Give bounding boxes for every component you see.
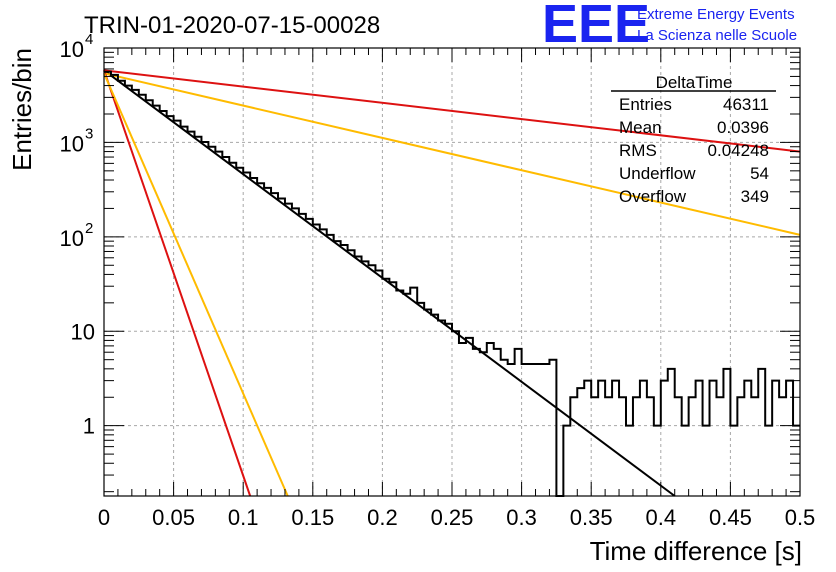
stats-label: Entries xyxy=(619,95,672,114)
y-tick-label: 10 xyxy=(71,319,95,344)
fit-curve-3 xyxy=(103,70,252,497)
x-tick-label: 0.5 xyxy=(785,505,816,530)
fit-curves xyxy=(103,69,801,497)
y-tick-exponent: 4 xyxy=(85,31,93,48)
stats-box: DeltaTime Entries 46311 Mean 0.0396 RMS 0.042… xyxy=(611,73,776,206)
logo-line-1: Extreme Energy Events xyxy=(637,6,795,23)
stats-value: 0.04248 xyxy=(708,141,769,160)
stats-value: 0.0396 xyxy=(717,118,769,137)
stats-value: 349 xyxy=(741,187,769,206)
x-tick-label: 0.15 xyxy=(291,505,334,530)
stats-title: DeltaTime xyxy=(656,73,733,92)
stats-value: 46311 xyxy=(723,95,769,114)
x-tick-label: 0.3 xyxy=(506,505,537,530)
x-tick-labels: 0 0.05 0.1 0.15 0.2 0.25 0.3 0.35 0.4 0.45 0.5 xyxy=(98,505,815,530)
y-tick-label: 10 xyxy=(60,131,84,156)
eee-logo: EEE xyxy=(542,0,650,54)
stats-label: Underflow xyxy=(619,164,696,183)
stats-label: RMS xyxy=(619,141,657,160)
x-tick-label: 0.1 xyxy=(228,505,259,530)
x-axis-label: Time difference [s] xyxy=(590,536,802,566)
y-tick-label: 10 xyxy=(60,226,84,251)
x-tick-label: 0.05 xyxy=(152,505,195,530)
stats-label: Mean xyxy=(619,118,662,137)
logo-line-2: La Scienza nelle Scuole xyxy=(637,27,797,44)
y-tick-exponent: 2 xyxy=(85,220,93,237)
stats-value: 54 xyxy=(750,164,769,183)
fit-curve-1 xyxy=(103,69,801,153)
x-tick-label: 0.25 xyxy=(431,505,474,530)
fit-curve-2 xyxy=(103,72,801,236)
x-tick-label: 0.4 xyxy=(646,505,677,530)
run-title: TRIN-01-2020-07-15-00028 xyxy=(84,12,380,39)
x-tick-label: 0.2 xyxy=(367,505,398,530)
stats-rows: Entries 46311 Mean 0.0396 RMS 0.04248 Underflo… xyxy=(619,95,769,206)
histogram-steps xyxy=(104,70,800,497)
fit-curve-4 xyxy=(103,72,289,497)
y-tick-exponent: 3 xyxy=(85,125,93,142)
x-tick-label: 0.45 xyxy=(709,505,752,530)
y-tick-label: 1 xyxy=(83,414,95,439)
y-axis-label: Entries/bin xyxy=(7,48,37,171)
x-tick-label: 0.35 xyxy=(570,505,613,530)
y-tick-label: 10 xyxy=(60,37,84,62)
axis-ticks xyxy=(103,47,801,496)
stats-label: Overflow xyxy=(619,187,687,206)
x-tick-label: 0 xyxy=(98,505,110,530)
